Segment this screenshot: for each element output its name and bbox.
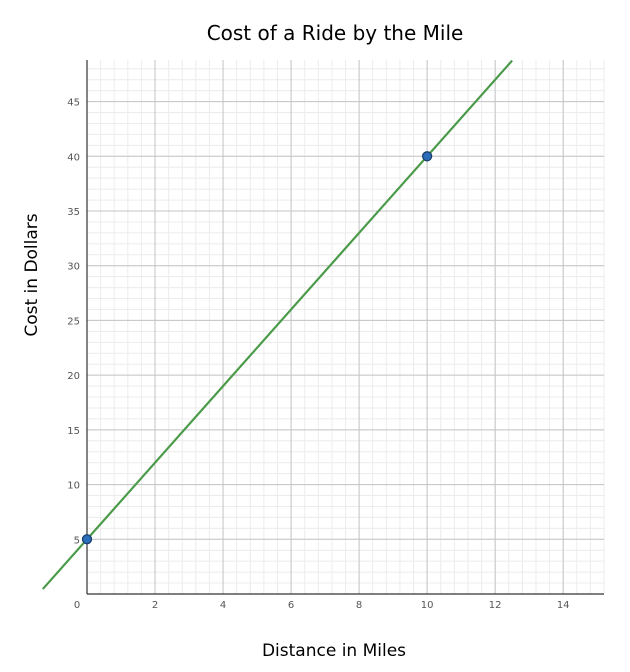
y-tick-label: 40	[67, 152, 80, 163]
y-tick-label: 10	[67, 481, 80, 492]
series	[41, 59, 513, 590]
minor-grid	[87, 60, 605, 594]
x-tick-label: 0	[74, 600, 80, 611]
x-axis-title: Distance in Miles	[262, 641, 406, 661]
x-tick-label: 14	[557, 600, 570, 611]
y-tick-label: 25	[67, 316, 80, 327]
data-point	[81, 534, 93, 545]
data-point	[421, 151, 433, 162]
major-grid	[87, 60, 604, 594]
y-tick-label: 35	[67, 207, 80, 218]
y-tick-label: 30	[67, 262, 80, 273]
tick-labels: 0 2 4 6 8 10 12 14 5 10 15 20 25 30 35 40 45	[67, 98, 569, 611]
series-line	[41, 59, 513, 590]
y-tick-label: 5	[74, 535, 80, 546]
points	[81, 151, 433, 545]
y-tick-label: 20	[67, 371, 80, 382]
axes	[86, 60, 604, 595]
x-tick-label: 6	[288, 600, 294, 611]
x-tick-label: 10	[421, 600, 434, 611]
x-tick-label: 8	[356, 600, 362, 611]
chart-title: Cost of a Ride by the Mile	[207, 21, 464, 45]
y-axis-title: Cost in Dollars	[22, 213, 42, 336]
y-tick-label: 15	[67, 426, 80, 437]
x-tick-label: 4	[220, 600, 226, 611]
x-tick-label: 2	[152, 600, 158, 611]
x-tick-label: 12	[489, 600, 502, 611]
y-tick-label: 45	[67, 98, 80, 109]
